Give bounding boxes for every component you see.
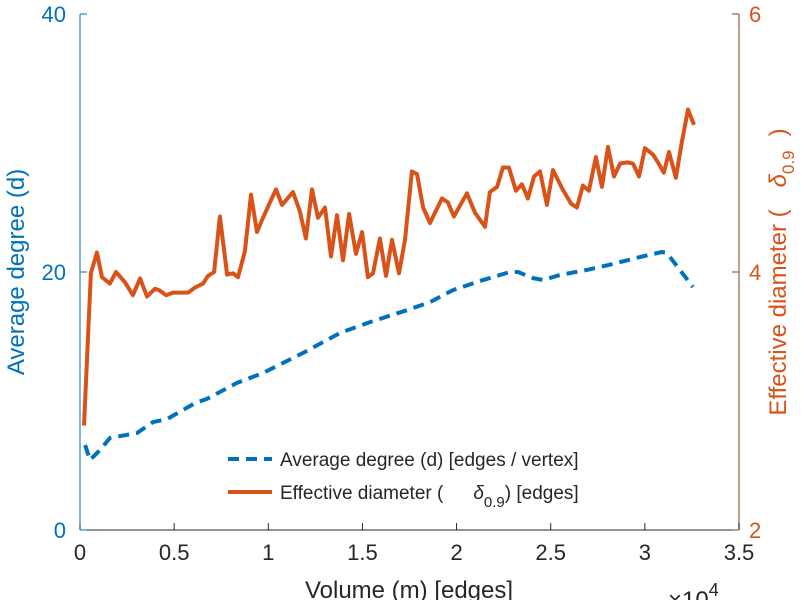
legend-label-effective-diameter: Effective diameter (δ0.9) [edges]	[280, 483, 579, 511]
right-y-axis-label: Effective diameter (δ0.9)	[765, 128, 798, 415]
effective-diameter-line	[82, 107, 696, 426]
legend-label-average-degree: Average degree (d) [edges / vertex]	[280, 450, 579, 471]
x-tick-label: 3	[639, 540, 651, 565]
x-axis-exponent: ×104	[668, 580, 719, 600]
x-tick-label: 1.5	[347, 540, 378, 565]
right-y-tick-label: 6	[749, 2, 761, 27]
right-y-tick-label: 2	[749, 518, 761, 543]
x-tick-label: 2.5	[535, 540, 566, 565]
left-y-tick-label: 40	[42, 2, 66, 27]
x-tick-label: 0.5	[159, 540, 190, 565]
x-axis-label: Volume (m) [edges]	[305, 577, 513, 600]
legend: Average degree (d) [edges / vertex] Effe…	[228, 450, 579, 511]
x-tick-label: 1	[262, 540, 274, 565]
x-tick-label: 2	[450, 540, 462, 565]
x-tick-label: 3.5	[724, 540, 755, 565]
left-y-axis-label: Average degree (d)	[3, 169, 30, 375]
average-degree-line	[83, 250, 695, 462]
left-y-tick-label: 20	[42, 260, 66, 285]
left-y-tick-label: 0	[54, 518, 66, 543]
right-y-tick-label: 4	[749, 260, 761, 285]
x-tick-label: 0	[74, 540, 86, 565]
